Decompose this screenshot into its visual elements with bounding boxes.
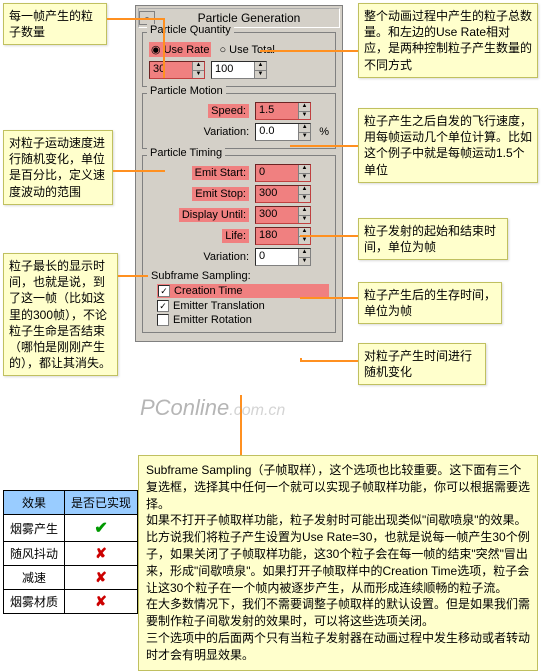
x-icon: ✘: [95, 593, 107, 609]
total-spinner[interactable]: 100 ▲▼: [211, 61, 267, 79]
speed-label: Speed:: [208, 104, 249, 118]
effect-table: 效果 是否已实现 烟雾产生✔ 随风抖动✘ 减速✘ 烟雾材质✘: [3, 490, 138, 614]
timing-variation-label: Variation:: [179, 251, 249, 263]
variation-label: Variation:: [179, 126, 249, 138]
callout-life: 粒子产生后的生存时间，单位为帧: [358, 282, 502, 324]
x-icon: ✘: [95, 545, 107, 561]
motion-group: Particle Motion Speed: 1.5 ▲▼ Variation:…: [142, 93, 336, 149]
emitter-translation-check[interactable]: ✓Emitter Translation: [157, 300, 329, 312]
subframe-label: Subframe Sampling:: [151, 270, 329, 282]
life-label: Life:: [222, 229, 249, 243]
x-icon: ✘: [95, 569, 107, 585]
emit-start-spinner[interactable]: 0▲▼: [255, 164, 311, 182]
callout-total: 整个动画过程中产生的粒子总数量。和左边的Use Rate相对应，是两种控制粒子产…: [358, 3, 538, 78]
particle-panel: - Particle Generation Particle Quantity …: [135, 5, 343, 342]
callout-motion-var: 对粒子运动速度进行随机变化，单位是百分比，定义速度波动的范围: [3, 130, 113, 205]
emit-start-label: Emit Start:: [192, 166, 249, 180]
motion-label: Particle Motion: [147, 85, 226, 97]
callout-emit: 粒子发射的起始和结束时间，单位为帧: [358, 218, 508, 260]
creation-time-check[interactable]: ✓Creation Time: [157, 284, 329, 298]
timing-group: Particle Timing Emit Start: 0▲▼ Emit Sto…: [142, 155, 336, 333]
timing-variation-spinner[interactable]: 0▲▼: [255, 248, 311, 266]
table-row: 减速✘: [4, 566, 138, 590]
display-until-spinner[interactable]: 300▲▼: [255, 206, 311, 224]
quantity-group: Particle Quantity ◉Use Rate ○Use Total 3…: [142, 32, 336, 87]
motion-variation-spinner[interactable]: 0.0 ▲▼: [255, 123, 311, 141]
timing-label: Particle Timing: [147, 147, 225, 159]
callout-timevar: 对粒子产生时间进行随机变化: [358, 343, 486, 385]
quantity-label: Particle Quantity: [147, 24, 234, 36]
bottom-explain: Subframe Sampling（子帧取样），这个选项也比较重要。这下面有三个…: [138, 455, 538, 671]
callout-speed: 粒子产生之后自发的飞行速度，用每帧运动几个单位计算。比如这个例子中就是每帧运动1…: [358, 108, 538, 183]
speed-spinner[interactable]: 1.5 ▲▼: [255, 102, 311, 120]
callout-rate: 每一帧产生的粒子数量: [3, 3, 107, 45]
table-row: 随风抖动✘: [4, 542, 138, 566]
watermark: PConline.com.cn: [140, 395, 285, 421]
table-row: 烟雾材质✘: [4, 590, 138, 614]
table-h1: 效果: [4, 491, 65, 515]
table-h2: 是否已实现: [65, 491, 138, 515]
table-row: 烟雾产生✔: [4, 515, 138, 542]
emit-stop-label: Emit Stop:: [192, 187, 249, 201]
emit-stop-spinner[interactable]: 300▲▼: [255, 185, 311, 203]
check-icon: ✔: [94, 520, 107, 537]
display-until-label: Display Until:: [179, 208, 249, 222]
use-rate-radio[interactable]: ◉Use Rate: [149, 42, 211, 57]
emitter-rotation-check[interactable]: Emitter Rotation: [157, 314, 329, 326]
rate-spinner[interactable]: 30 ▲▼: [149, 61, 205, 79]
callout-display: 粒子最长的显示时间，也就是说，到了这一帧（比如这里的300帧），不论粒子生命是否…: [3, 253, 118, 376]
